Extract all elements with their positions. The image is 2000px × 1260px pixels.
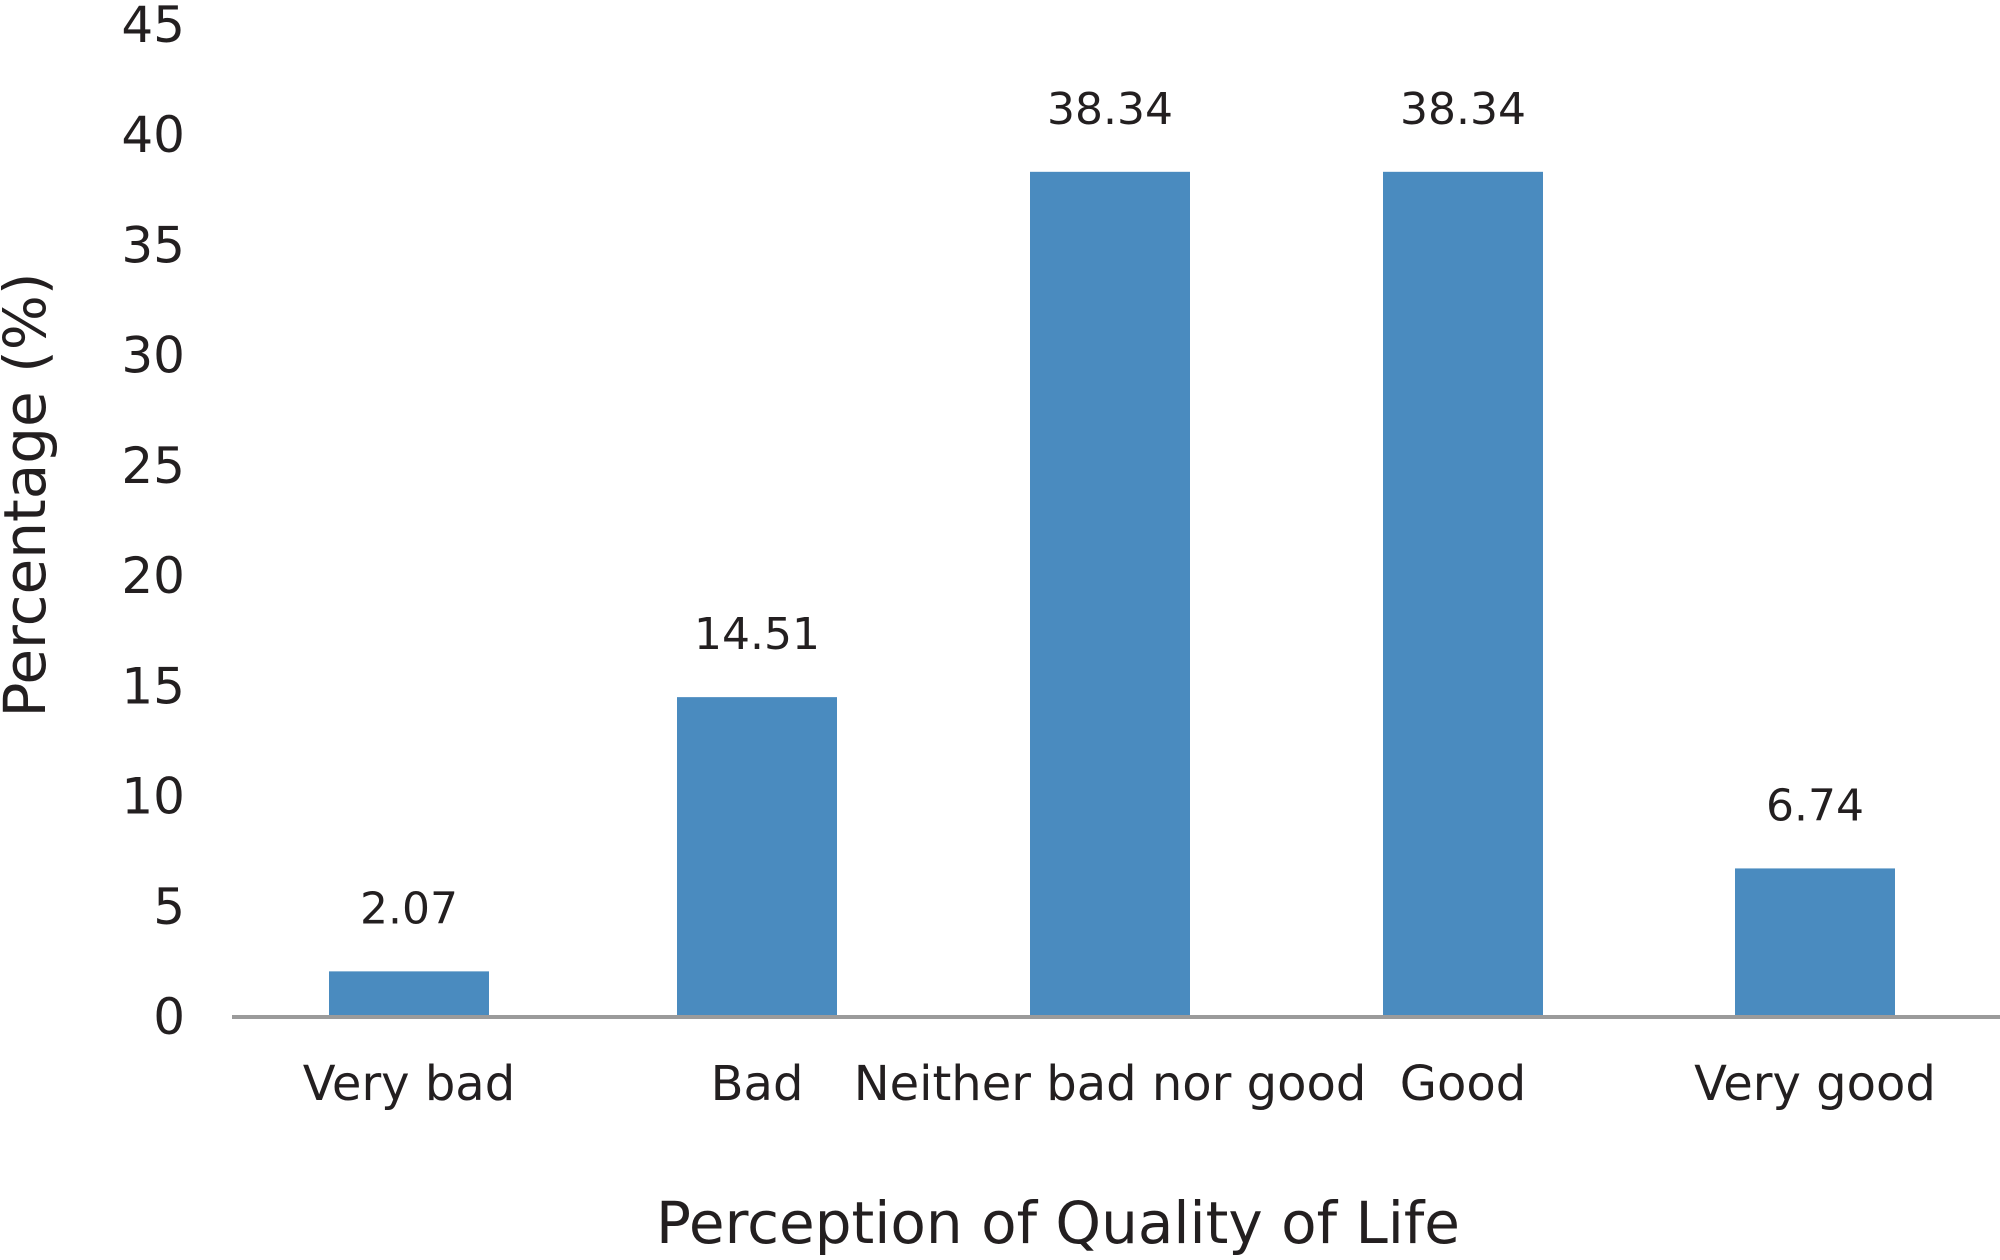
y-tick-label: 15 (121, 657, 185, 715)
x-category-label: Very good (1694, 1056, 1936, 1112)
bar (1735, 868, 1895, 1017)
x-axis-title: Perception of Quality of Life (656, 1189, 1460, 1257)
bars (329, 171, 1895, 1018)
y-axis-title: Percentage (%) (0, 272, 59, 717)
y-tick-label: 40 (121, 106, 185, 164)
y-tick-label: 5 (153, 878, 185, 936)
bar-value-label: 14.51 (694, 609, 820, 660)
bar-value-label: 38.34 (1400, 84, 1526, 135)
bar-value-label: 6.74 (1766, 780, 1864, 831)
bar (1030, 171, 1190, 1018)
bar-value-label: 38.34 (1047, 84, 1173, 135)
data-labels: 2.07 14.51 38.34 38.34 6.74 (360, 84, 1864, 935)
x-category-label: Bad (711, 1056, 804, 1112)
x-axis-category-labels: Very bad Bad Neither bad nor good Good Very … (303, 1056, 1936, 1112)
y-tick-label: 45 (121, 0, 185, 54)
y-tick-label: 20 (121, 547, 185, 605)
y-tick-label: 10 (121, 768, 185, 826)
bar-value-label: 2.07 (360, 883, 458, 934)
y-tick-label: 30 (121, 327, 185, 385)
y-axis-ticks: 0 5 10 15 20 25 30 35 40 45 (121, 0, 185, 1046)
x-category-label: Good (1400, 1056, 1526, 1112)
bar (329, 971, 489, 1017)
y-tick-label: 25 (121, 437, 185, 495)
x-category-label: Neither bad nor good (854, 1056, 1367, 1112)
x-category-label: Very bad (303, 1056, 515, 1112)
bar (677, 697, 837, 1017)
bar (1383, 171, 1543, 1018)
y-tick-label: 0 (153, 988, 185, 1046)
y-tick-label: 35 (121, 216, 185, 274)
